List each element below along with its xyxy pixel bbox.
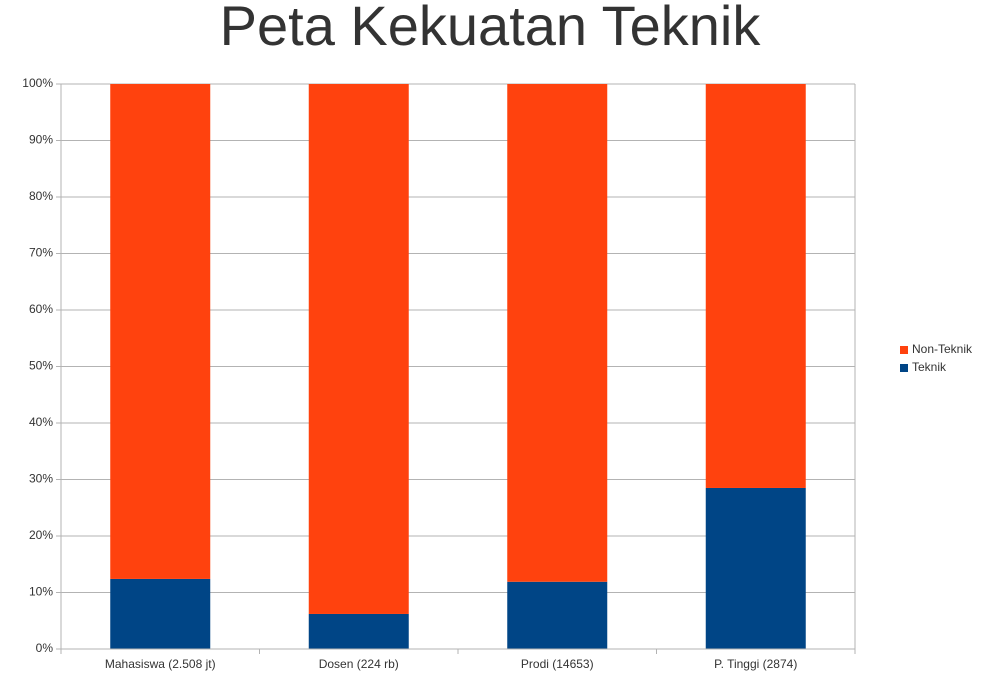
bar-segment <box>308 84 409 614</box>
legend-swatch <box>900 364 908 372</box>
y-tick-label: 40% <box>29 415 53 429</box>
y-tick-label: 60% <box>29 302 53 316</box>
x-tick-label: Prodi (14653) <box>521 657 594 671</box>
bar-segment <box>110 578 211 649</box>
legend-swatch <box>900 346 908 354</box>
y-tick-label: 0% <box>36 641 54 655</box>
x-tick-label: Mahasiswa (2.508 jt) <box>105 657 216 671</box>
y-tick-label: 90% <box>29 133 53 147</box>
y-tick-label: 80% <box>29 189 53 203</box>
legend-label: Teknik <box>912 360 947 374</box>
bar-segment <box>507 581 608 649</box>
y-tick-label: 30% <box>29 472 53 486</box>
x-tick-label: Dosen (224 rb) <box>319 657 399 671</box>
bar-segment <box>110 84 211 579</box>
y-tick-label: 50% <box>29 359 53 373</box>
y-tick-label: 20% <box>29 528 53 542</box>
x-tick-label: P. Tinggi (2874) <box>714 657 797 671</box>
bar-segment <box>705 487 806 649</box>
y-tick-label: 10% <box>29 585 53 599</box>
bar-segment <box>507 84 608 582</box>
legend-label: Non-Teknik <box>912 342 973 356</box>
y-tick-label: 70% <box>29 246 53 260</box>
bar-segment <box>705 84 806 488</box>
y-tick-label: 100% <box>22 76 53 90</box>
bar-segment <box>308 613 409 649</box>
chart-title: Peta Kekuatan Teknik <box>220 0 762 57</box>
